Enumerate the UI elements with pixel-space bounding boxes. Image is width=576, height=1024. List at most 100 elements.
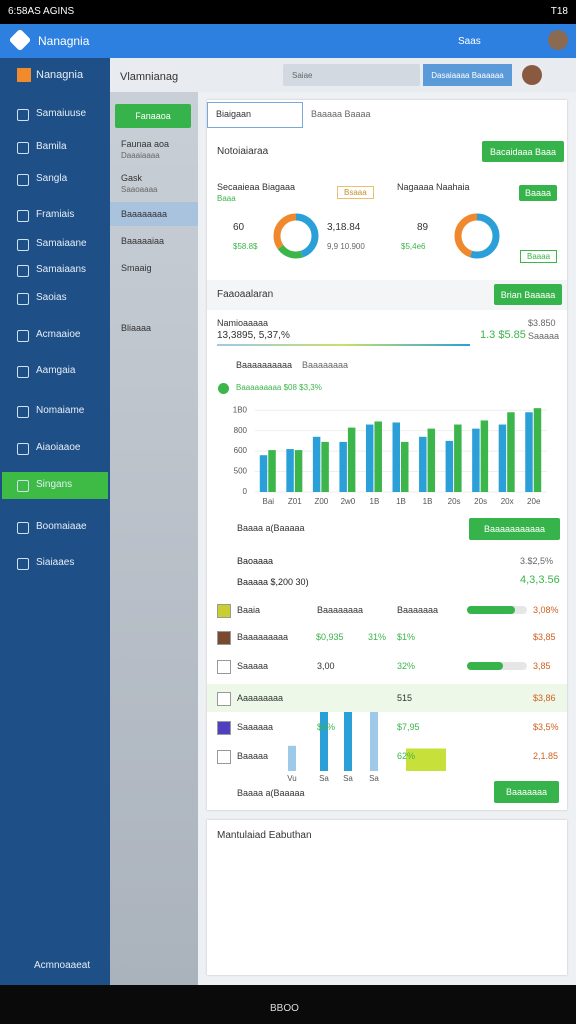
donut-right: 3,18.84: [327, 222, 361, 233]
subnav-item[interactable]: Baaaaaiaa: [121, 236, 165, 246]
tab[interactable]: Baaaaa Baaaa: [311, 109, 371, 119]
table-cell: Baaaaaaa: [397, 605, 439, 615]
x-tick-label: 1B: [396, 497, 406, 506]
table-cell: 3,00: [317, 661, 335, 671]
sidebar-item[interactable]: Singans: [36, 479, 73, 490]
sidebar-footer[interactable]: Acmnoaaeat: [34, 960, 91, 971]
sidebar-icon: [17, 443, 29, 455]
donut-tag[interactable]: Baaaa: [519, 185, 557, 201]
bar: [525, 412, 533, 492]
app-action[interactable]: Saas: [458, 36, 481, 47]
row-icon: [217, 721, 231, 735]
table-button[interactable]: Baaaaaaa: [494, 781, 559, 803]
donut-subtitle: Baaa: [217, 194, 236, 203]
subnav-item[interactable]: Bliaaaa: [121, 323, 152, 333]
search-box[interactable]: [283, 64, 420, 86]
x-tick-label: 1B: [423, 497, 433, 506]
sidebar-item[interactable]: Boomaiaae: [36, 521, 87, 532]
subnav-item[interactable]: Baaaaaaaa: [121, 209, 168, 219]
sidebar-item[interactable]: Sangla: [36, 173, 68, 184]
table-cell: $1%: [397, 632, 416, 642]
donut-left-sub: $5,4e6: [401, 242, 426, 251]
search-placeholder: Saiae: [292, 71, 313, 80]
sidebar-icon: [17, 406, 29, 418]
sidebar-logo: [17, 68, 31, 82]
stat-bar: [217, 344, 470, 346]
x-tick-label: 1B: [370, 497, 380, 506]
row-icon: [217, 692, 231, 706]
mini-x-label: Sa: [369, 774, 379, 783]
sidebar-active: [2, 472, 108, 499]
sidebar-icon: [17, 293, 29, 305]
x-tick-label: 20e: [527, 497, 541, 506]
subnav-item[interactable]: Smaaig: [121, 263, 152, 273]
user-avatar[interactable]: [522, 65, 542, 85]
sidebar-item[interactable]: Aiaoiaaoe: [36, 442, 81, 453]
bar: [347, 427, 356, 492]
table-cell: 515: [397, 693, 413, 703]
sidebar-icon: [17, 330, 29, 342]
sidebar-icon: [17, 265, 29, 277]
table-cell: Baaaaa: [237, 751, 269, 761]
donut-tag[interactable]: Bsaaa: [337, 186, 374, 199]
subnav: [110, 92, 198, 985]
mini-bar: [344, 685, 352, 771]
sidebar-item[interactable]: Saoias: [36, 292, 67, 303]
x-tick-label: Z00: [314, 497, 328, 506]
page-title: Vlamnianag: [120, 71, 179, 83]
donut-tag[interactable]: Baaaa: [520, 250, 558, 263]
sidebar-item[interactable]: Samaiaane: [36, 238, 87, 249]
bar-chart: 0 500 600 800 1B0 Bai Z01 Z00 2w0 1B 1B 1B 20s 20s 20x…: [233, 405, 547, 506]
sidebar-icon: [17, 142, 29, 154]
progress-fill: [467, 606, 515, 614]
sidebar-icon: [17, 558, 29, 570]
sidebar-item[interactable]: Nomaiame: [36, 405, 85, 416]
subnav-item[interactable]: Faunaa aoa: [121, 139, 170, 149]
bar: [392, 422, 400, 492]
select[interactable]: [207, 102, 303, 128]
table-cell: $4%: [317, 722, 336, 732]
donut-right-sub: 9,9 10.900: [327, 242, 365, 251]
donut-title: Secaaieaa Biagaaa: [217, 182, 296, 192]
subnav-item[interactable]: Gask: [121, 173, 143, 183]
table-cell: $3,86: [533, 693, 556, 703]
section-button[interactable]: Bacaidaaa Baaa: [482, 141, 564, 162]
section-button[interactable]: Brian Baaaaa: [494, 284, 562, 305]
sidebar-item[interactable]: Siaiaaes: [36, 557, 75, 568]
table-summary: 3.$2,5%: [520, 556, 554, 566]
avatar[interactable]: [548, 30, 568, 50]
sidebar-item[interactable]: Acmaaioe: [36, 329, 81, 340]
table-cell: Aaaaaaaaa: [237, 693, 284, 703]
x-tick-label: Bai: [262, 497, 274, 506]
footer-button[interactable]: Baaaaaaaaaaa: [469, 518, 560, 540]
bar: [294, 450, 303, 492]
bar: [472, 428, 480, 492]
bar: [374, 421, 382, 492]
table-cell: $7,95: [397, 722, 420, 732]
sidebar-item[interactable]: Samaiaans: [36, 264, 87, 275]
app-bar: [0, 24, 576, 58]
bar: [286, 449, 294, 492]
sidebar-item[interactable]: Framiais: [36, 209, 75, 220]
nav-bar: [0, 985, 576, 1024]
sidebar-item[interactable]: Bamila: [36, 141, 67, 152]
mini-chart: Vu Sa Sa Sa: [287, 685, 446, 783]
subnav-button[interactable]: Fanaaoa: [115, 104, 191, 128]
bar: [427, 428, 436, 492]
sidebar-icon: [17, 174, 29, 186]
legend-dot: [218, 383, 229, 394]
sidebar-item[interactable]: Aamgaia: [36, 365, 76, 376]
sidebar-icon: [17, 239, 29, 251]
top-button[interactable]: Dasaiaaaa Baaaaaa: [423, 64, 512, 86]
legend: Baaaaaaaaa $08 $3,3%: [236, 383, 322, 392]
bar: [498, 424, 507, 492]
sidebar-item[interactable]: Samaiuuse: [36, 108, 87, 119]
y-tick-label: 500: [234, 467, 248, 476]
bar: [321, 441, 329, 492]
stat-right-top: $3.850: [528, 318, 556, 328]
row-icon: [217, 631, 231, 645]
table-cell: $3,85: [533, 632, 556, 642]
table-summary: 4,3,3.56: [520, 574, 560, 586]
status-time: 6:58AS AGINS: [8, 6, 75, 17]
